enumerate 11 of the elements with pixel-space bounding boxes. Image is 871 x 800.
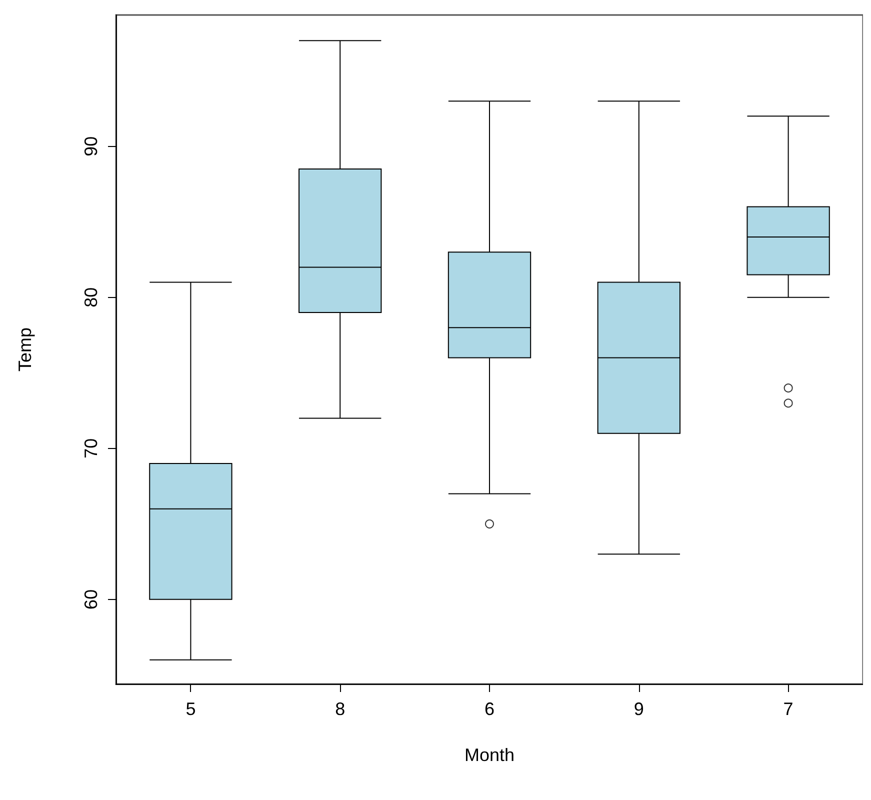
y-tick-label: 80 xyxy=(81,287,101,308)
x-tick-label: 7 xyxy=(783,699,794,719)
x-tick-label: 8 xyxy=(335,699,346,719)
x-tick-label: 9 xyxy=(634,699,644,719)
y-tick-label: 70 xyxy=(81,438,101,458)
y-tick-label: 60 xyxy=(81,589,101,610)
x-tick-label: 5 xyxy=(186,699,196,719)
x-axis-title: Month xyxy=(464,745,515,765)
x-tick-label: 6 xyxy=(484,699,495,719)
y-tick-label: 90 xyxy=(81,136,101,156)
y-axis-title: Temp xyxy=(15,327,35,372)
